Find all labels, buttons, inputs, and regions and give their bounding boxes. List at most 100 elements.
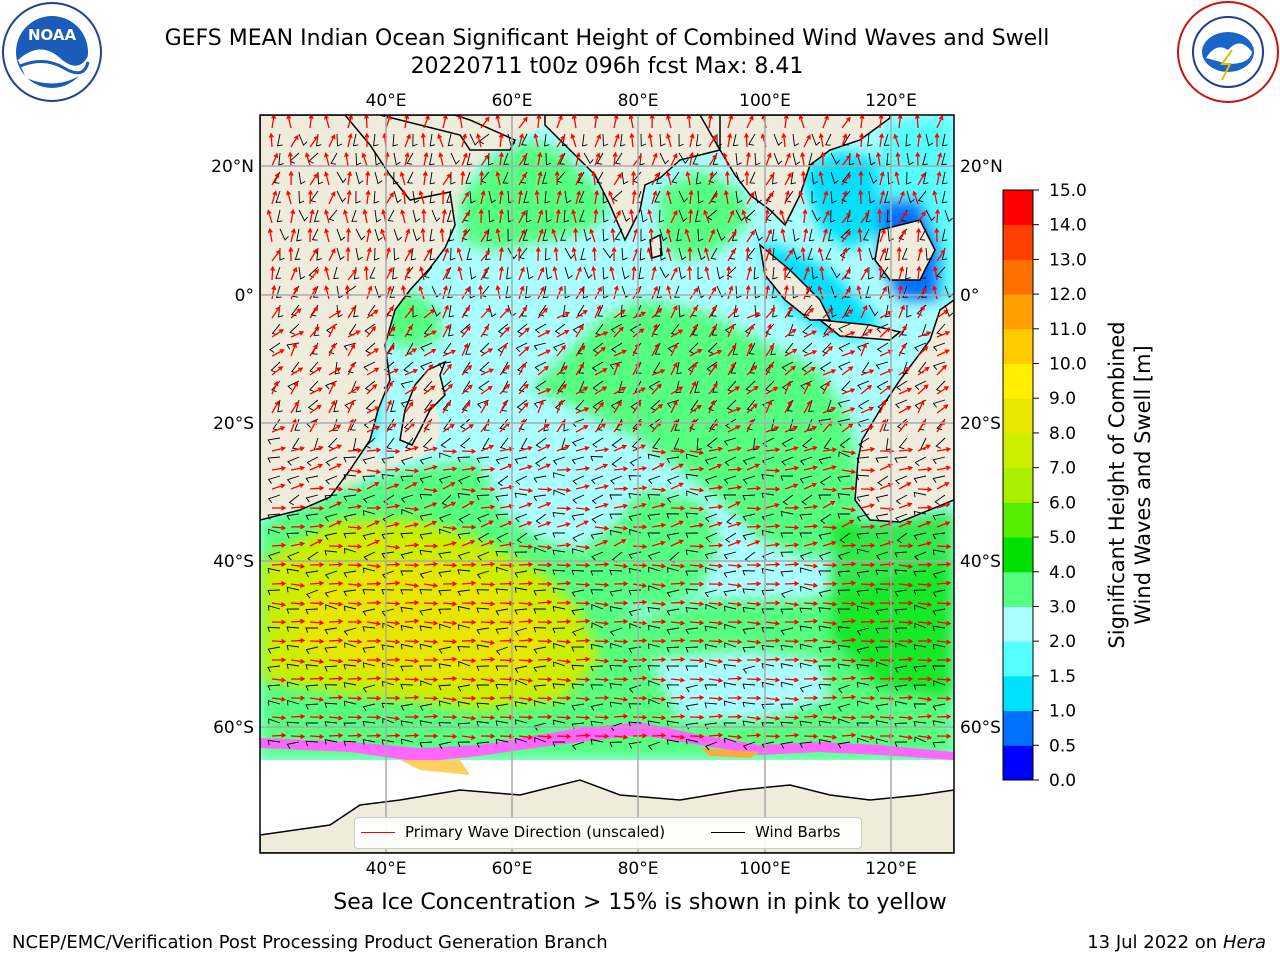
wind-barb [422,437,433,449]
wave-direction-arrow [537,307,548,319]
wave-direction-arrow [442,656,458,662]
wind-barb [362,608,376,616]
wind-barb [856,646,870,655]
lat-tick-left: 60°S [213,718,254,738]
wave-direction-arrow [423,657,439,663]
wind-barb [875,608,889,616]
wind-barb [336,304,343,318]
wind-barb [932,703,946,711]
wind-barb [902,285,908,298]
wave-direction-arrow [480,657,496,662]
wind-barb [286,532,300,539]
wave-direction-arrow [746,266,753,281]
wave-direction-arrow [746,342,753,357]
wind-barb [448,304,455,318]
wind-barb [914,736,927,743]
wind-barb [478,380,490,391]
wave-direction-arrow [480,400,489,414]
wave-direction-arrow [423,364,434,376]
wind-barb [732,133,739,147]
wind-barb [883,133,890,146]
wave-direction-arrow [936,714,952,720]
wind-barb [895,475,908,485]
wind-barb [386,437,395,450]
wave-direction-arrow [345,227,351,243]
wave-direction-arrow [420,132,426,148]
wave-direction-arrow [537,444,551,452]
wave-direction-arrow [745,151,751,167]
wave-direction-arrow [518,172,527,186]
wave-direction-arrow [324,171,330,186]
wind-barb [705,532,718,542]
wave-direction-arrow [385,620,401,626]
wind-barb [420,361,433,371]
wind-barb [552,605,566,612]
wave-direction-arrow [936,386,950,395]
wind-barb [336,133,343,147]
wind-barb [479,361,490,373]
wind-barb [401,508,414,515]
wave-direction-arrow [499,484,515,490]
wind-barb [919,228,927,241]
wind-barb [894,456,908,463]
wind-barb [742,475,756,484]
wave-direction-arrow [361,152,368,167]
wave-direction-arrow [404,368,419,376]
wind-barb [868,304,879,317]
wind-barb [305,530,319,537]
wave-direction-arrow [537,330,551,338]
wind-barb [497,475,509,487]
wave-direction-arrow [936,733,952,739]
wind-barb [678,190,688,203]
wind-barb [502,171,509,184]
graticule [260,115,954,853]
wave-direction-arrow [822,115,829,129]
wind-barb [688,342,699,354]
wave-direction-arrow [746,657,762,663]
wind-barb [790,171,797,185]
legend-swatch-black [711,832,745,833]
wave-direction-arrow [328,675,344,681]
wind-barb [723,437,737,446]
wind-barb [799,551,813,561]
wave-direction-arrow [876,151,881,167]
wave-direction-arrow [404,348,418,357]
wave-direction-arrow [860,562,876,568]
wind-barb [267,700,281,706]
wind-barb [596,171,604,184]
wind-barb [932,475,946,483]
wind-barb [276,209,283,223]
wind-barb [807,247,814,260]
wind-barb [781,456,794,466]
wave-direction-arrow [271,466,287,471]
wave-direction-arrow [480,601,496,607]
wave-direction-arrow [570,133,577,148]
wind-barb [362,456,376,465]
wind-barb [868,190,875,204]
wind-barb [476,589,490,595]
wind-barb [330,152,338,165]
wave-direction-arrow [613,210,621,224]
wind-barb [403,361,414,373]
wind-barb [438,513,452,523]
wind-barb [628,589,642,596]
wind-barb [753,266,760,280]
wave-direction-arrow [404,522,420,528]
wave-direction-arrow [822,465,837,471]
wave-direction-arrow [877,208,883,224]
wind-barb [761,589,775,596]
wave-direction-arrow [385,267,393,281]
wind-barb [792,152,801,166]
wind-barb [761,627,775,633]
wind-barb [761,741,775,749]
wave-direction-arrow [290,733,306,739]
wind-barb [324,589,338,598]
wave-direction-arrow [613,361,620,376]
wind-barb [533,475,547,483]
wind-barb [914,456,927,467]
wind-barb [818,607,832,613]
wave-direction-arrow [480,229,489,243]
wave-direction-arrow [746,695,762,701]
wind-barb [457,624,471,630]
lat-tick-right: 20°S [960,414,1001,434]
